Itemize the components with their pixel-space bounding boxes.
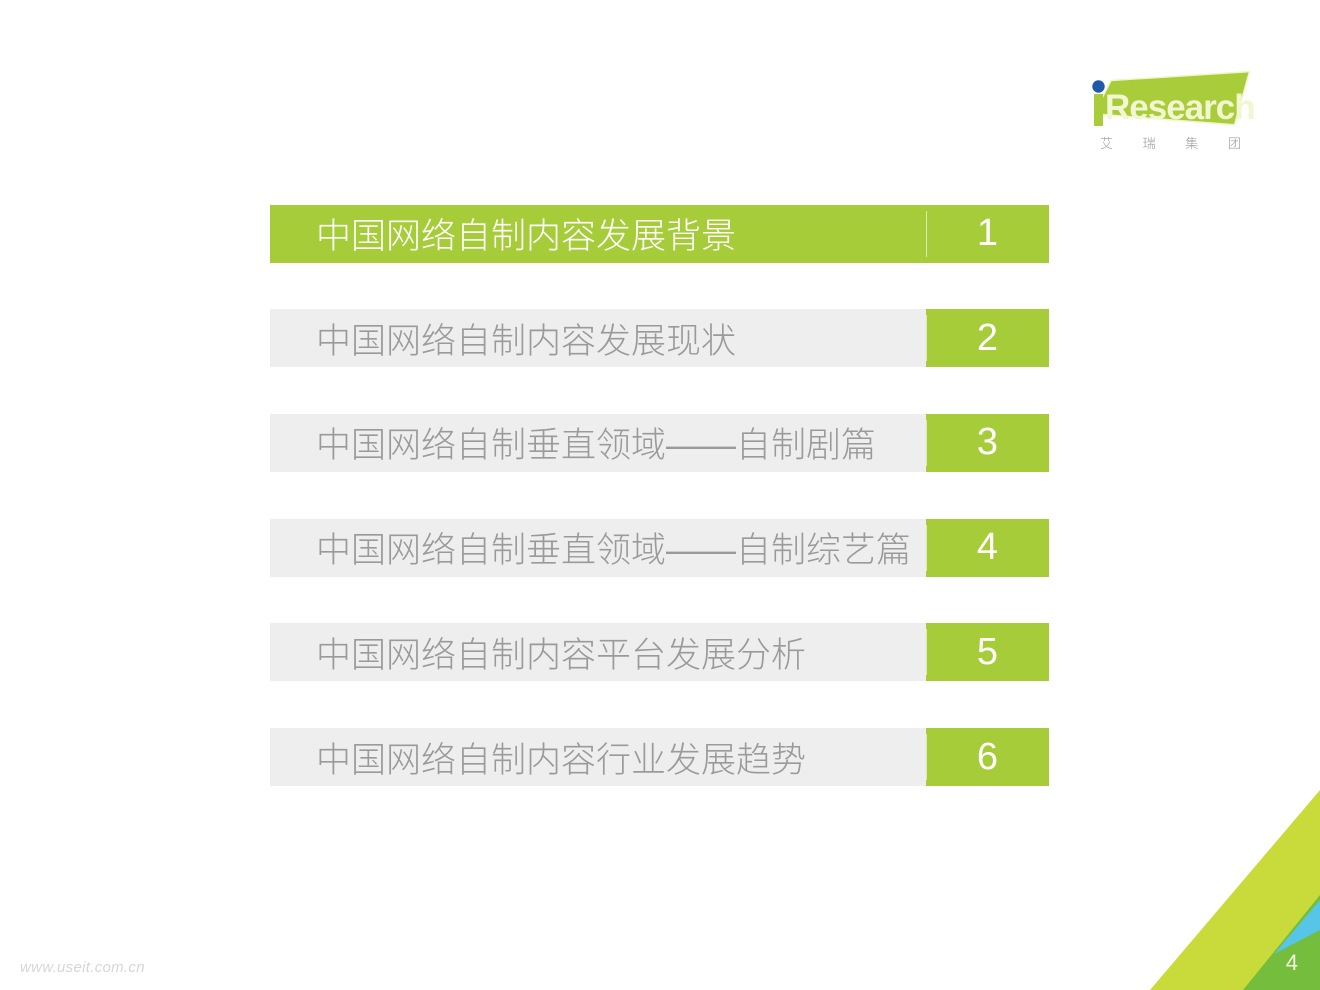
svg-text:Research: Research <box>1105 88 1255 127</box>
